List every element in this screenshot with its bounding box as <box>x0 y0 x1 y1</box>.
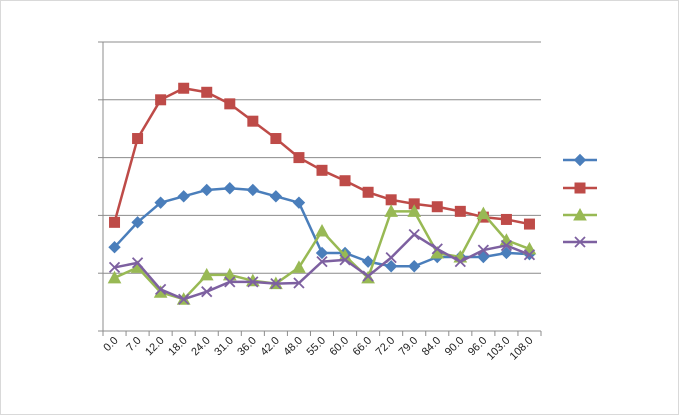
data-point <box>246 183 260 197</box>
series-2 <box>109 82 535 230</box>
data-point <box>500 213 512 225</box>
x-marker-stroke <box>454 256 466 268</box>
data-point <box>292 196 306 209</box>
legend-entry <box>563 182 597 194</box>
data-point <box>362 186 374 198</box>
data-point <box>199 267 214 281</box>
data-point <box>293 277 305 289</box>
data-point <box>201 286 213 298</box>
x-marker-stroke <box>339 254 351 266</box>
x-marker-stroke <box>178 293 190 305</box>
x-marker-stroke <box>500 239 513 252</box>
data-point <box>293 152 305 164</box>
legend-marker <box>574 182 586 194</box>
data-point <box>476 206 491 220</box>
data-point <box>362 270 374 282</box>
data-point <box>385 194 397 206</box>
x-marker-stroke <box>477 244 490 256</box>
data-point <box>316 164 328 176</box>
data-point <box>222 267 237 281</box>
legend-marker <box>573 153 587 167</box>
legend-marker <box>574 236 586 248</box>
data-point <box>361 255 375 268</box>
data-point <box>384 204 399 217</box>
data-point <box>407 204 422 217</box>
series <box>107 82 537 305</box>
x-marker-stroke <box>108 261 121 274</box>
x-marker-stroke <box>131 257 144 269</box>
data-point <box>477 250 490 264</box>
data-point <box>385 251 397 264</box>
data-point <box>178 293 190 305</box>
legend-entry <box>563 236 597 248</box>
data-point <box>339 254 351 266</box>
x-marker-stroke <box>523 249 536 261</box>
data-point <box>108 261 121 274</box>
data-point <box>131 216 144 229</box>
x-marker-stroke <box>154 283 167 296</box>
data-point <box>154 196 167 209</box>
data-point <box>270 133 282 145</box>
data-point <box>408 260 421 273</box>
data-point <box>384 260 398 273</box>
data-point <box>339 175 351 187</box>
data-point <box>269 190 283 203</box>
data-point <box>454 256 466 268</box>
series-4 <box>108 228 536 305</box>
data-point <box>431 243 443 255</box>
data-point <box>131 257 144 269</box>
x-marker-stroke <box>431 243 443 255</box>
data-point <box>315 223 329 237</box>
legend-entry <box>563 207 597 221</box>
x-marker-stroke <box>316 256 328 268</box>
data-point <box>108 240 121 254</box>
data-point <box>454 205 466 217</box>
data-point <box>292 260 306 273</box>
data-point <box>523 249 536 261</box>
data-point <box>201 86 213 98</box>
data-point <box>247 276 259 288</box>
gridlines <box>103 41 541 274</box>
legend-entry <box>563 153 597 167</box>
x-marker-stroke <box>293 277 305 289</box>
legend <box>563 153 597 248</box>
data-point <box>408 228 420 241</box>
legend-marker <box>573 207 587 221</box>
x-marker-stroke <box>385 251 397 264</box>
data-point <box>200 183 213 197</box>
data-point <box>177 190 190 203</box>
data-point <box>500 239 513 252</box>
data-point <box>270 277 282 290</box>
x-marker-stroke <box>247 276 259 288</box>
data-point <box>109 216 121 228</box>
data-point <box>178 82 190 94</box>
data-point <box>247 115 259 127</box>
data-point <box>224 98 236 110</box>
x-marker-stroke <box>408 228 420 241</box>
data-point <box>154 283 167 296</box>
data-point <box>155 94 167 106</box>
data-point <box>523 218 535 230</box>
data-point <box>316 256 328 268</box>
data-point <box>224 276 236 288</box>
x-marker-stroke <box>574 236 586 248</box>
data-point <box>477 244 490 256</box>
x-marker-stroke <box>224 276 236 288</box>
data-point <box>132 133 144 145</box>
x-marker-stroke <box>362 270 374 282</box>
x-marker-stroke <box>201 286 213 298</box>
data-point <box>431 201 443 213</box>
data-point <box>315 246 329 260</box>
data-point <box>223 182 236 195</box>
x-marker-stroke <box>270 277 282 290</box>
data-point <box>500 246 513 260</box>
axes <box>98 41 542 336</box>
data-point <box>107 270 122 284</box>
